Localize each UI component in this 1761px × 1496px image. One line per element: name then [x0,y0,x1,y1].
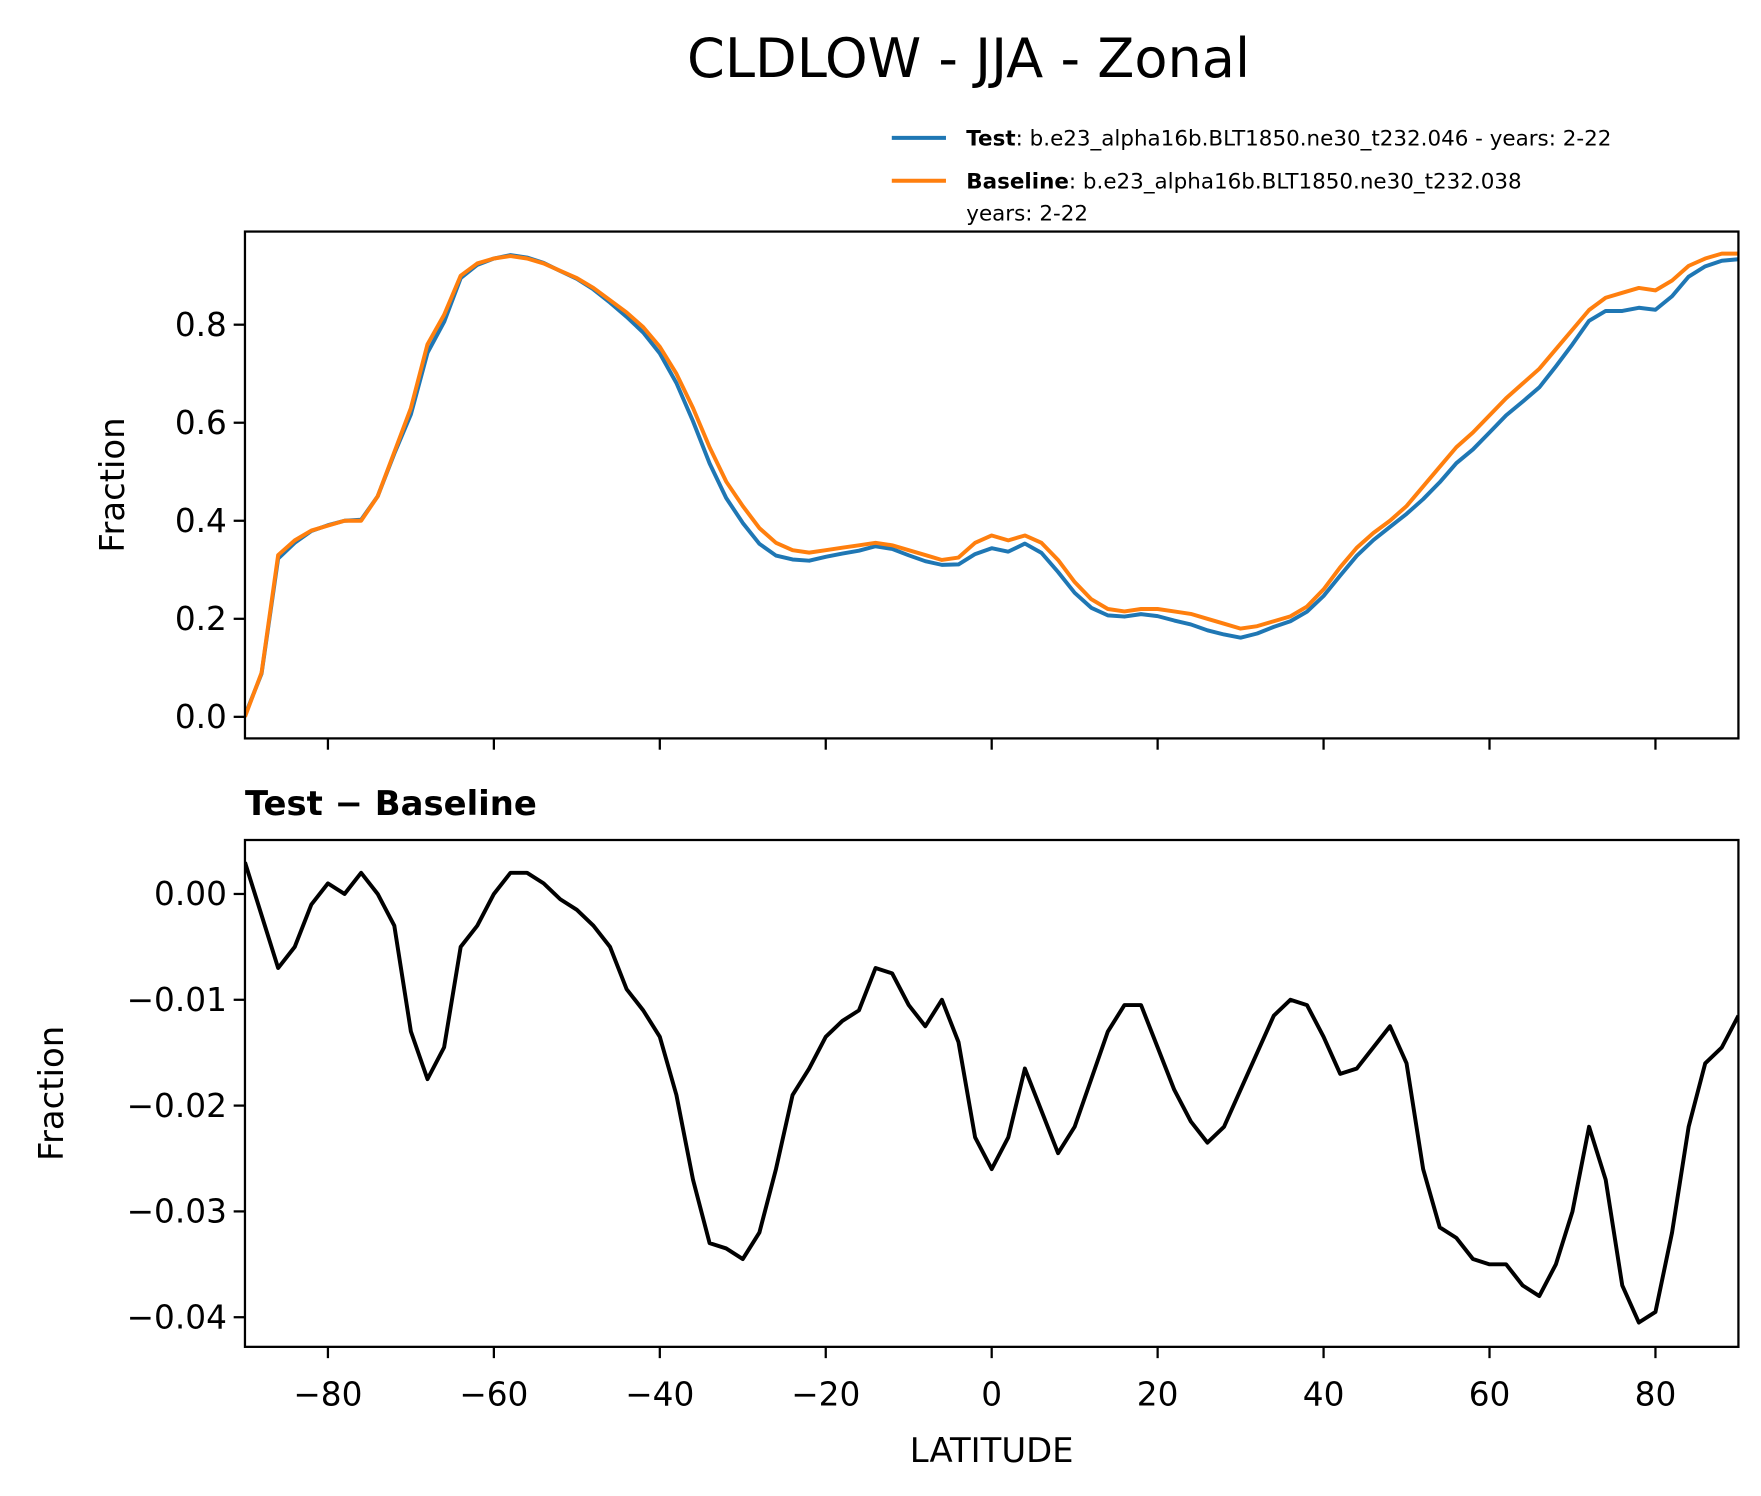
plot-frame [243,230,1740,740]
y-tick-label: 0.00 [154,875,227,913]
x-tick-label: −80 [293,1376,362,1414]
legend-description: : b.e23_alpha16b.BLT1850.ne30_t232.038 [1069,170,1522,195]
legend-label: Test: b.e23_alpha16b.BLT1850.ne30_t232.0… [966,127,1611,152]
y-tick-label: −0.01 [127,981,227,1019]
y-tick-label: 0.4 [175,502,227,540]
y-tick-label: −0.02 [127,1087,227,1125]
legend-name: Baseline [966,170,1069,195]
x-tick-label: −20 [791,1376,860,1414]
legend-label: Baseline: b.e23_alpha16b.BLT1850.ne30_t2… [966,170,1521,195]
x-axis-label: LATITUDE [910,1431,1074,1470]
series-line [244,251,1739,718]
legend-name: Test [966,127,1015,152]
y-tick-label: −0.03 [127,1193,227,1231]
y-axis-label: Fraction [32,1026,71,1161]
x-tick-label: −60 [459,1376,528,1414]
y-tick-label: −0.04 [127,1299,227,1337]
x-tick-label: 0 [981,1376,1002,1414]
x-tick-label: 40 [1303,1376,1345,1414]
y-tick-label: 0.6 [175,404,227,442]
legend-description: years: 2-22 [966,201,1088,226]
series-line [244,861,1739,1325]
x-tick-label: −40 [625,1376,694,1414]
x-tick-label: 20 [1137,1376,1179,1414]
figure-title: CLDLOW - JJA - Zonal [687,27,1250,90]
x-tick-label: 60 [1469,1376,1511,1414]
y-tick-label: 0.2 [175,600,227,638]
plot-frame [243,838,1740,1348]
y-axis-label: Fraction [93,417,132,552]
x-tick-label: 80 [1635,1376,1677,1414]
subplot-title: Test − Baseline [245,784,537,823]
y-tick-label: 0.0 [175,698,227,736]
y-tick-label: 0.8 [175,306,227,344]
legend-description: : b.e23_alpha16b.BLT1850.ne30_t232.046 -… [1016,127,1612,152]
